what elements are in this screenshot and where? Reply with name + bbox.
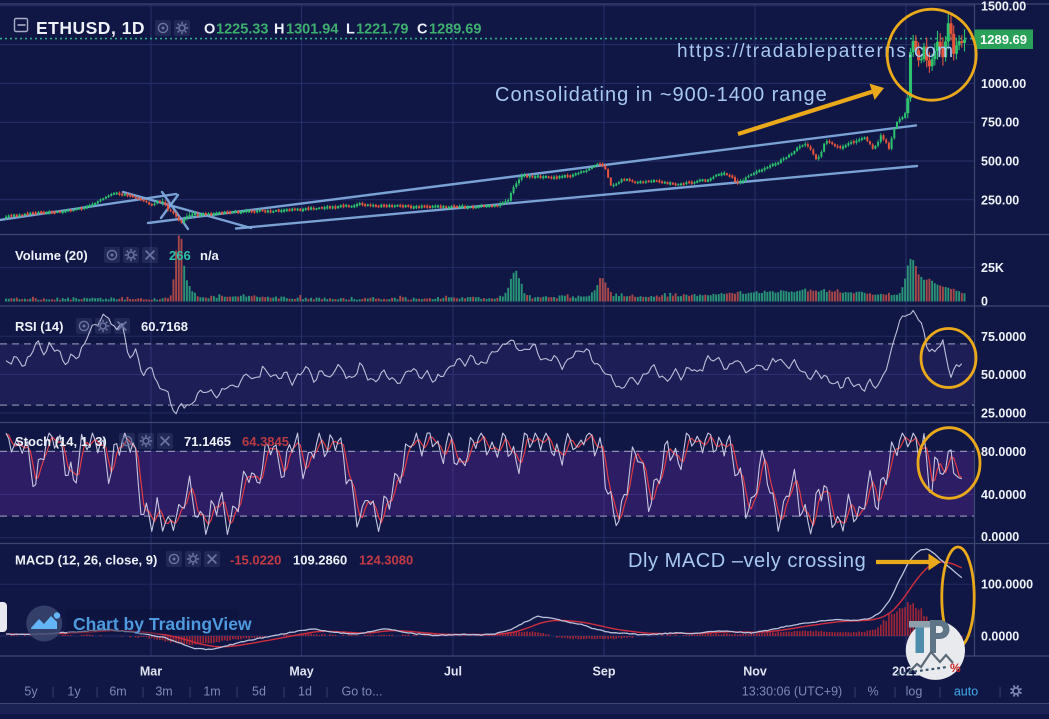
svg-text:1221.79: 1221.79 [356,22,408,38]
svg-text:O: O [204,22,215,38]
svg-text:5y: 5y [24,685,38,699]
svg-text:C: C [417,22,428,38]
svg-text:109.2860: 109.2860 [293,553,347,568]
svg-text:64.3845: 64.3845 [242,434,289,449]
svg-text:6m: 6m [109,685,126,699]
svg-text:0.0000: 0.0000 [981,630,1019,644]
svg-text:|: | [854,686,857,698]
svg-text:n/a: n/a [200,248,220,263]
svg-text:|: | [236,686,239,698]
svg-text:25.0000: 25.0000 [981,407,1026,421]
svg-text:Stoch (14, 1, 3): Stoch (14, 1, 3) [15,434,107,449]
svg-text:Consolidating in ~900-1400 ran: Consolidating in ~900-1400 range [495,84,828,106]
svg-text:https://tradablepatterns.com: https://tradablepatterns.com [677,41,955,62]
svg-text:|: | [894,686,897,698]
svg-text:|: | [999,686,1002,698]
svg-text:1m: 1m [203,685,220,699]
svg-text:40.0000: 40.0000 [981,488,1026,502]
svg-text:auto: auto [954,685,978,699]
svg-text:1y: 1y [67,685,81,699]
svg-text:ETHUSD, 1D: ETHUSD, 1D [36,18,145,38]
svg-text:|: | [142,686,145,698]
svg-text:|: | [283,686,286,698]
svg-text:5d: 5d [252,685,266,699]
svg-text:%: % [950,661,961,675]
svg-text:80.0000: 80.0000 [981,445,1026,459]
svg-text:60.7168: 60.7168 [141,319,188,334]
svg-text:Volume (20): Volume (20) [15,248,88,263]
svg-text:750.00: 750.00 [981,116,1019,130]
svg-text:266: 266 [169,248,191,263]
svg-text:0: 0 [981,295,988,309]
svg-text:MACD (12, 26, close, 9): MACD (12, 26, close, 9) [15,553,157,568]
svg-text:H: H [274,22,284,38]
svg-text:1d: 1d [298,685,312,699]
svg-text:Nov: Nov [743,665,767,679]
svg-text:13:30:06 (UTC+9): 13:30:06 (UTC+9) [742,685,842,699]
svg-text:Jul: Jul [444,665,462,679]
svg-text:71.1465: 71.1465 [184,434,231,449]
svg-text:log: log [906,685,923,699]
svg-text:25K: 25K [981,261,1004,275]
svg-text:|: | [326,686,329,698]
svg-text:May: May [289,665,313,679]
svg-text:%: % [867,685,878,699]
svg-text:1289.69: 1289.69 [980,32,1027,47]
svg-text:Dly MACD –vely crossing: Dly MACD –vely crossing [628,550,866,572]
svg-text:L: L [346,22,355,38]
svg-text:Chart by TradingView: Chart by TradingView [73,614,252,634]
svg-text:-15.0220: -15.0220 [230,553,281,568]
svg-text:|: | [96,686,99,698]
svg-text:RSI (14): RSI (14) [15,319,63,334]
svg-text:3m: 3m [155,685,172,699]
svg-text:|: | [189,686,192,698]
svg-text:1500.00: 1500.00 [981,0,1026,13]
svg-text:|: | [52,686,55,698]
svg-text:1289.69: 1289.69 [429,22,481,38]
svg-text:0.0000: 0.0000 [981,530,1019,544]
svg-text:|: | [939,686,942,698]
svg-text:1301.94: 1301.94 [286,22,338,38]
svg-text:1000.00: 1000.00 [981,77,1026,91]
svg-text:50.0000: 50.0000 [981,368,1026,382]
svg-text:75.0000: 75.0000 [981,330,1026,344]
svg-text:100.0000: 100.0000 [981,578,1033,592]
svg-text:Go to...: Go to... [342,685,383,699]
svg-text:1225.33: 1225.33 [216,22,268,38]
svg-text:250.00: 250.00 [981,193,1019,207]
svg-text:Mar: Mar [140,665,162,679]
svg-text:Sep: Sep [593,665,616,679]
svg-text:500.00: 500.00 [981,155,1019,169]
svg-text:124.3080: 124.3080 [359,553,413,568]
